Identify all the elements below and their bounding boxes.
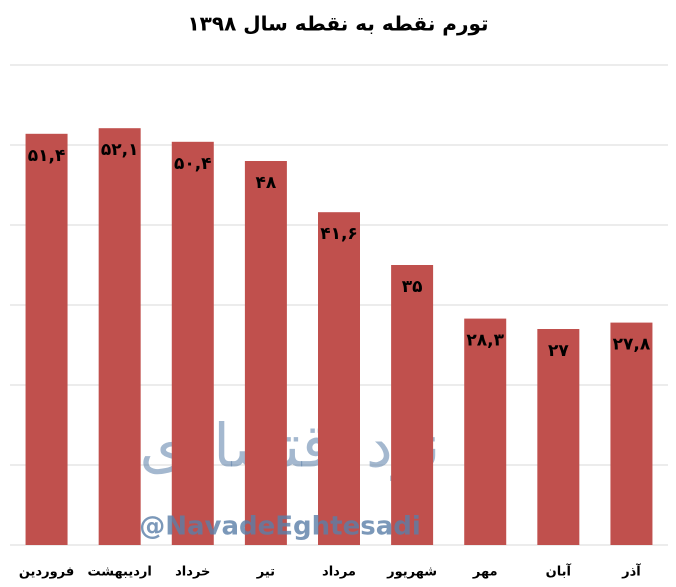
value-label: ۴۸ bbox=[256, 173, 277, 193]
x-tick-label: فروردین bbox=[19, 565, 74, 580]
bar bbox=[25, 133, 68, 546]
bar bbox=[610, 322, 653, 545]
bar bbox=[464, 318, 507, 545]
x-tick-label: تیر bbox=[256, 565, 275, 580]
x-tick-label: شهریور bbox=[386, 565, 437, 580]
value-label: ۴۱,۶ bbox=[320, 224, 358, 244]
x-tick-label: آبان bbox=[546, 563, 572, 580]
value-label: ۳۵ bbox=[402, 277, 423, 297]
x-tick-label: آذر bbox=[621, 563, 641, 580]
chart-title: تورم نقطه به نقطه سال ۱۳۹۸ bbox=[187, 12, 488, 36]
bar bbox=[391, 265, 434, 545]
x-tick-label: خرداد bbox=[175, 565, 210, 580]
bar bbox=[244, 161, 287, 545]
value-label: ۵۱,۴ bbox=[28, 146, 66, 166]
bar bbox=[537, 329, 580, 545]
value-label: ۵۲,۱ bbox=[101, 140, 139, 160]
x-tick-label: مرداد bbox=[322, 565, 356, 580]
bar bbox=[171, 141, 214, 546]
value-label: ۲۸,۳ bbox=[466, 331, 504, 351]
x-tick-label: مهر bbox=[472, 565, 498, 580]
bar bbox=[318, 212, 360, 545]
value-label: ۵۰,۴ bbox=[174, 154, 212, 174]
x-tick-label: اردیبهشت bbox=[87, 565, 151, 580]
value-label: ۲۷,۸ bbox=[613, 335, 651, 355]
watermark-handle: @NavadeEghtesadi bbox=[139, 512, 421, 542]
value-label: ۲۷ bbox=[548, 341, 569, 361]
bar bbox=[98, 128, 141, 545]
